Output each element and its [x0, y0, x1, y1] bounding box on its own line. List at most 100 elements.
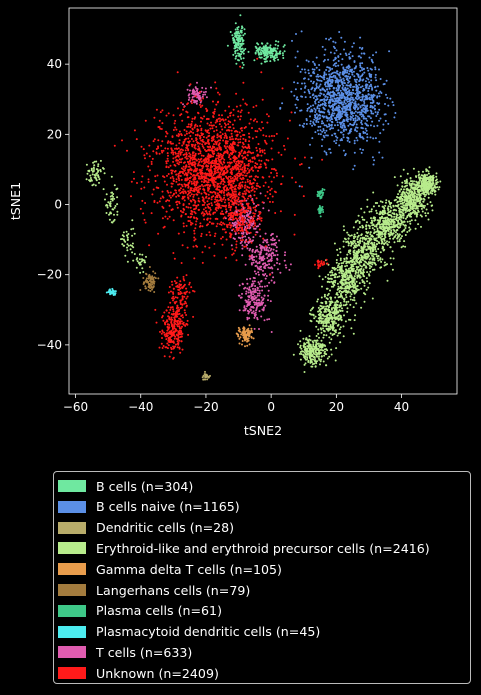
data-point: [361, 85, 364, 88]
data-point: [272, 243, 275, 246]
data-point: [366, 133, 369, 136]
data-point: [312, 104, 315, 107]
data-point: [382, 230, 385, 233]
data-point: [331, 334, 334, 336]
data-point: [204, 378, 207, 381]
data-point: [262, 301, 265, 304]
data-point: [325, 153, 328, 156]
data-point: [319, 83, 322, 86]
data-point: [149, 287, 152, 290]
data-point: [408, 226, 411, 229]
data-point: [374, 248, 377, 251]
data-point: [354, 314, 357, 317]
data-point: [436, 181, 439, 184]
data-point: [253, 327, 256, 330]
data-point: [365, 83, 368, 86]
data-point: [262, 207, 265, 210]
data-point: [409, 215, 411, 218]
data-point: [363, 300, 366, 303]
data-point: [315, 335, 318, 337]
data-point: [334, 65, 337, 68]
data-point: [336, 293, 339, 296]
data-point: [197, 94, 200, 97]
data-point: [360, 265, 363, 268]
data-point: [363, 218, 366, 221]
data-point: [371, 268, 374, 271]
data-point: [305, 349, 308, 352]
data-point: [264, 52, 267, 55]
data-point: [358, 117, 361, 120]
data-point: [342, 304, 345, 307]
data-point: [147, 165, 150, 168]
data-point: [366, 139, 368, 142]
data-point: [431, 192, 434, 195]
data-point: [382, 238, 384, 240]
data-point: [185, 153, 188, 156]
data-point: [325, 151, 328, 154]
data-point: [361, 240, 364, 243]
data-point: [397, 222, 400, 225]
data-point: [403, 192, 406, 195]
data-point: [136, 260, 139, 263]
data-point: [116, 187, 119, 190]
data-point: [393, 116, 396, 119]
data-point: [386, 212, 389, 215]
data-point: [340, 115, 343, 118]
data-point: [370, 217, 372, 220]
data-point: [275, 249, 278, 252]
data-point: [374, 245, 377, 248]
data-point: [263, 266, 266, 269]
data-point: [262, 298, 265, 301]
data-point: [371, 244, 374, 246]
data-point: [315, 56, 318, 59]
data-point: [142, 271, 145, 273]
data-point: [239, 336, 242, 339]
data-point: [241, 203, 244, 206]
data-point: [355, 302, 358, 305]
data-point: [357, 228, 360, 231]
data-point: [381, 205, 384, 208]
data-point: [124, 254, 127, 257]
series-points-3: [85, 159, 442, 373]
data-point: [354, 289, 356, 292]
data-point: [411, 193, 414, 196]
data-point: [300, 87, 303, 90]
data-point: [435, 172, 438, 175]
data-point: [378, 226, 381, 229]
data-point: [389, 221, 392, 224]
data-point: [353, 319, 356, 322]
data-point: [330, 348, 333, 351]
data-point: [197, 97, 200, 100]
data-point: [254, 162, 257, 165]
data-point: [326, 317, 328, 320]
data-point: [407, 195, 410, 198]
data-point: [354, 242, 357, 245]
data-point: [232, 39, 235, 42]
data-point: [420, 215, 423, 218]
data-point: [372, 249, 375, 252]
data-point: [339, 302, 342, 304]
data-point: [338, 86, 341, 89]
data-point: [390, 206, 393, 209]
data-point: [215, 154, 218, 157]
data-point: [317, 86, 320, 89]
data-point: [377, 222, 379, 225]
data-point: [338, 94, 341, 97]
data-point: [265, 49, 268, 52]
data-point: [331, 311, 334, 314]
data-point: [328, 78, 331, 81]
data-point: [350, 68, 353, 71]
data-point: [352, 286, 355, 289]
data-point: [382, 221, 385, 224]
data-point: [422, 187, 425, 190]
data-point: [244, 286, 247, 289]
data-point: [318, 319, 321, 322]
data-point: [335, 89, 338, 92]
data-point: [340, 63, 343, 66]
data-point: [248, 343, 251, 346]
data-point: [245, 238, 248, 241]
data-point: [318, 85, 321, 88]
data-point: [334, 57, 337, 60]
data-point: [334, 81, 337, 84]
data-point: [133, 253, 136, 255]
